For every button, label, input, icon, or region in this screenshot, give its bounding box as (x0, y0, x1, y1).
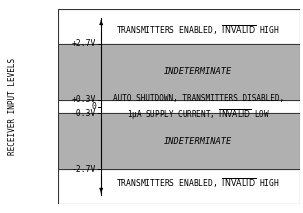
Text: TRANSMITTERS ENABLED, $\overline{\mathsf{INVALID}}$ HIGH: TRANSMITTERS ENABLED, $\overline{\mathsf… (116, 23, 280, 36)
Text: TRANSMITTERS ENABLED, $\overline{\mathsf{INVALID}}$ HIGH: TRANSMITTERS ENABLED, $\overline{\mathsf… (116, 177, 280, 190)
Text: 1μA SUPPLY CURRENT, $\overline{\mathsf{INVALID}}$ LOW: 1μA SUPPLY CURRENT, $\overline{\mathsf{I… (127, 107, 270, 122)
Text: INDETERMINATE: INDETERMINATE (164, 67, 232, 76)
Text: INDETERMINATE: INDETERMINATE (164, 137, 232, 146)
Text: +0.3V: +0.3V (72, 95, 96, 104)
Text: 0: 0 (92, 102, 96, 111)
Text: RECEIVER INPUT LEVELS: RECEIVER INPUT LEVELS (8, 58, 17, 155)
Text: AUTO SHUTDOWN, TRANSMITTERS DISABLED,: AUTO SHUTDOWN, TRANSMITTERS DISABLED, (113, 94, 284, 103)
Text: +2.7V: +2.7V (72, 39, 96, 48)
Bar (58, 43, 300, 99)
Bar (58, 114, 300, 170)
Text: -2.7V: -2.7V (72, 165, 96, 174)
Text: -0.3V: -0.3V (72, 109, 96, 118)
